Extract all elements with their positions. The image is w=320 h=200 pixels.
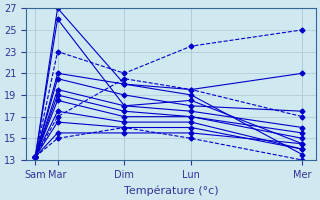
X-axis label: Température (°c): Température (°c) [124, 185, 219, 196]
